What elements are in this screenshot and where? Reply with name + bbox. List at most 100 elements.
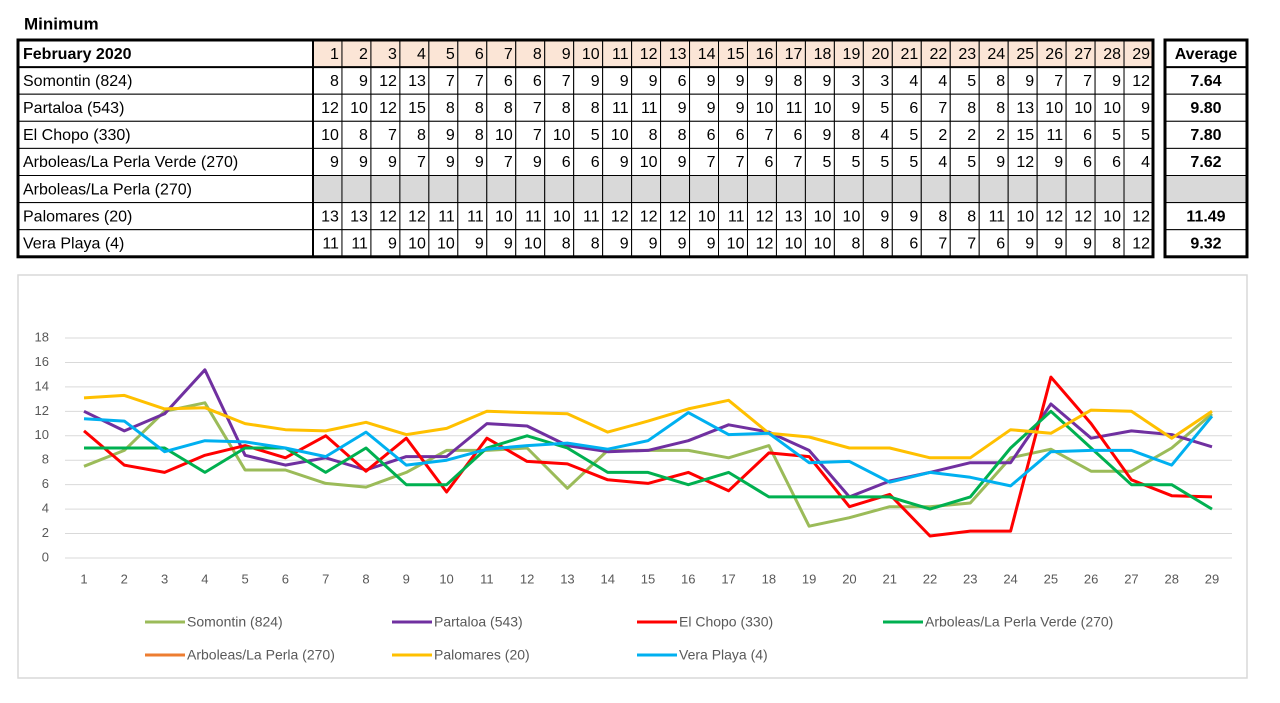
cell-value: 8 [562, 235, 571, 252]
value-cell [1007, 93, 1038, 122]
average-value: 7.80 [1190, 127, 1221, 144]
cell-value: 7 [475, 73, 484, 90]
day-label: 27 [1074, 46, 1092, 63]
legend-label: Vera Playa (4) [679, 647, 768, 663]
cell-value: 3 [851, 73, 860, 90]
cell-value: 9 [1054, 154, 1063, 171]
value-cell [804, 66, 835, 95]
value-cell [370, 175, 401, 204]
cell-value: 8 [996, 100, 1005, 117]
cell-value: 9 [1083, 235, 1092, 252]
cell-value: 12 [640, 208, 658, 225]
header-cell [1065, 39, 1096, 68]
value-cell [1065, 229, 1096, 258]
cell-value: 12 [1132, 208, 1150, 225]
cell-value: 11 [467, 208, 484, 225]
cell-value: 7 [388, 127, 397, 144]
x-tick-label: 15 [641, 571, 655, 586]
cell-value: 9 [736, 100, 745, 117]
average-value: 7.64 [1190, 73, 1221, 90]
value-cell [862, 120, 893, 149]
cell-value: 7 [504, 154, 513, 171]
value-cell [399, 229, 430, 258]
value-cell [1123, 175, 1154, 204]
cell-value: 6 [1112, 154, 1121, 171]
row-name: Palomares (20) [23, 208, 132, 225]
cell-value: 9 [475, 154, 484, 171]
average-value: 7.62 [1190, 154, 1221, 171]
x-tick-label: 25 [1044, 571, 1058, 586]
cell-value: 9 [736, 73, 745, 90]
cell-value: 10 [640, 154, 658, 171]
value-cell [862, 175, 893, 204]
value-cell [862, 202, 893, 231]
row-name: Partaloa (543) [23, 100, 124, 117]
cell-value: 2 [938, 127, 947, 144]
cell-value: 9 [388, 235, 397, 252]
value-cell [544, 229, 575, 258]
value-cell [978, 120, 1009, 149]
average-value: 9.32 [1190, 235, 1221, 252]
value-cell [891, 93, 922, 122]
cell-value: 2 [967, 127, 976, 144]
cell-value: 11 [1046, 127, 1063, 144]
cell-value: 6 [996, 235, 1005, 252]
value-cell [631, 229, 662, 258]
cell-value: 6 [736, 127, 745, 144]
y-tick-label: 4 [42, 501, 49, 516]
value-cell [631, 93, 662, 122]
value-cell [1036, 93, 1067, 122]
cell-value: 12 [408, 208, 426, 225]
value-cell [718, 120, 748, 149]
x-tick-label: 19 [802, 571, 816, 586]
x-tick-label: 9 [403, 571, 410, 586]
cell-value: 10 [321, 127, 339, 144]
cell-value: 9 [359, 73, 368, 90]
x-tick-label: 11 [480, 571, 494, 586]
cell-value: 6 [1083, 127, 1092, 144]
row-name-cell [17, 66, 314, 95]
cell-value: 13 [350, 208, 368, 225]
cell-value: 9 [620, 73, 629, 90]
cell-value: 5 [591, 127, 600, 144]
cell-value: 9 [909, 208, 918, 225]
value-cell [891, 175, 922, 204]
value-cell [486, 93, 517, 122]
cell-value: 6 [909, 100, 918, 117]
cell-value: 7 [794, 154, 803, 171]
value-cell [949, 120, 980, 149]
value-cell [833, 147, 864, 176]
cell-value: 9 [533, 154, 542, 171]
cell-value: 8 [1112, 235, 1121, 252]
cell-value: 8 [359, 127, 368, 144]
value-cell [746, 120, 777, 149]
y-tick-label: 16 [35, 354, 49, 369]
day-label: 7 [504, 46, 513, 63]
cell-value: 9 [996, 154, 1005, 171]
cell-value: 7 [533, 127, 542, 144]
cell-value: 11 [583, 208, 600, 225]
row-name-cell [17, 202, 314, 231]
cell-value: 12 [756, 208, 774, 225]
value-cell [1094, 147, 1125, 176]
cell-value: 11 [786, 100, 803, 117]
value-cell [775, 120, 806, 149]
value-cell [399, 120, 430, 149]
cell-value: 6 [591, 154, 600, 171]
value-cell [804, 120, 835, 149]
day-label: 16 [756, 46, 774, 63]
value-cell [689, 229, 720, 258]
cell-value: 9 [851, 100, 860, 117]
value-cell [457, 229, 488, 258]
header-cell [515, 39, 546, 68]
x-tick-label: 8 [362, 571, 369, 586]
value-cell [544, 202, 575, 231]
series-line [83, 411, 1214, 488]
value-cell [1065, 175, 1096, 204]
cell-value: 10 [437, 235, 455, 252]
value-cell [312, 202, 343, 231]
cell-value: 8 [504, 100, 513, 117]
value-cell [515, 229, 546, 258]
day-label: 17 [785, 46, 803, 63]
row-name: Somontin (824) [23, 73, 132, 90]
